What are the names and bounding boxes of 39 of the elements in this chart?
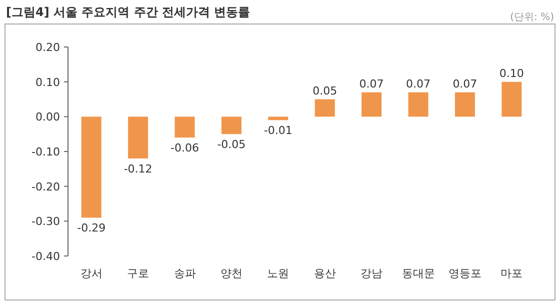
x-tick-label: 노원 xyxy=(267,267,290,280)
bar xyxy=(81,116,102,218)
data-label: 0.05 xyxy=(312,84,338,98)
bar xyxy=(502,82,522,117)
y-tick-label: -0.10 xyxy=(32,146,60,158)
y-tick-label: 0.20 xyxy=(36,41,60,54)
y-tick-label: 0.10 xyxy=(36,76,60,89)
data-label: -0.06 xyxy=(170,142,199,155)
data-label: 0.10 xyxy=(499,66,524,80)
bar xyxy=(454,92,475,117)
bar xyxy=(362,92,382,117)
bar xyxy=(408,92,428,117)
x-tick-label: 용산 xyxy=(314,267,336,280)
x-tick-label: 영등포 xyxy=(448,267,482,280)
bar xyxy=(128,116,148,158)
bar xyxy=(314,99,335,117)
x-tick-label: 강남 xyxy=(360,267,383,280)
x-tick-label: 양천 xyxy=(220,267,242,280)
bar xyxy=(268,116,288,120)
y-tick-label: -0.30 xyxy=(32,215,60,228)
data-label: -0.12 xyxy=(124,162,152,176)
data-label: 0.07 xyxy=(406,77,430,90)
chart-title: [그림4] 서울 주요지역 주간 전세가격 변동률 xyxy=(6,5,250,19)
data-label: 0.07 xyxy=(359,77,384,90)
x-tick-label: 구로 xyxy=(127,267,150,280)
text: (단위: %) xyxy=(510,12,554,23)
x-tick-label: 강서 xyxy=(80,267,102,280)
data-label: -0.05 xyxy=(217,138,246,152)
x-tick-label: 마포 xyxy=(500,267,523,280)
x-tick-label: 송파 xyxy=(174,267,196,280)
y-tick-label: 0.00 xyxy=(36,110,60,124)
y-tick-label: -0.40 xyxy=(32,250,60,263)
data-label: -0.29 xyxy=(77,222,106,235)
bar xyxy=(174,116,195,138)
y-tick-label: -0.20 xyxy=(32,180,60,194)
bar xyxy=(221,116,242,134)
data-label: -0.01 xyxy=(264,124,292,138)
data-label: 0.07 xyxy=(452,77,478,90)
x-tick-label: 동대문 xyxy=(402,267,435,280)
